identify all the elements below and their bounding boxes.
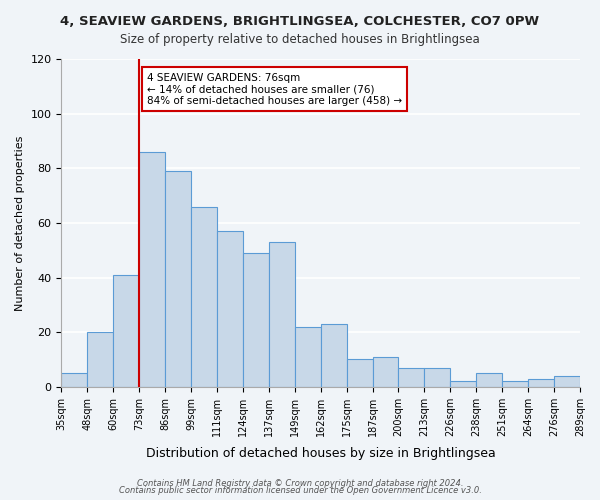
Bar [502,382,528,387]
Text: 4 SEAVIEW GARDENS: 76sqm
← 14% of detached houses are smaller (76)
84% of semi-d: 4 SEAVIEW GARDENS: 76sqm ← 14% of detach… [147,72,402,106]
Text: 4, SEAVIEW GARDENS, BRIGHTLINGSEA, COLCHESTER, CO7 0PW: 4, SEAVIEW GARDENS, BRIGHTLINGSEA, COLCH… [61,15,539,28]
Bar [269,242,295,387]
Bar [528,378,554,387]
X-axis label: Distribution of detached houses by size in Brightlingsea: Distribution of detached houses by size … [146,447,496,460]
Bar [451,382,476,387]
Text: Contains public sector information licensed under the Open Government Licence v3: Contains public sector information licen… [119,486,481,495]
Bar [554,376,580,387]
Bar [217,231,243,387]
Bar [424,368,451,387]
Bar [191,206,217,387]
Bar [113,275,139,387]
Bar [321,324,347,387]
Text: Contains HM Land Registry data © Crown copyright and database right 2024.: Contains HM Land Registry data © Crown c… [137,478,463,488]
Bar [139,152,165,387]
Bar [398,368,424,387]
Bar [295,326,321,387]
Bar [373,356,398,387]
Bar [61,373,88,387]
Bar [165,171,191,387]
Text: Size of property relative to detached houses in Brightlingsea: Size of property relative to detached ho… [120,32,480,46]
Bar [243,253,269,387]
Y-axis label: Number of detached properties: Number of detached properties [15,135,25,310]
Bar [476,373,502,387]
Bar [88,332,113,387]
Bar [347,360,373,387]
